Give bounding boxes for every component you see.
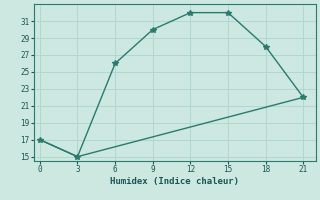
X-axis label: Humidex (Indice chaleur): Humidex (Indice chaleur) xyxy=(110,177,239,186)
